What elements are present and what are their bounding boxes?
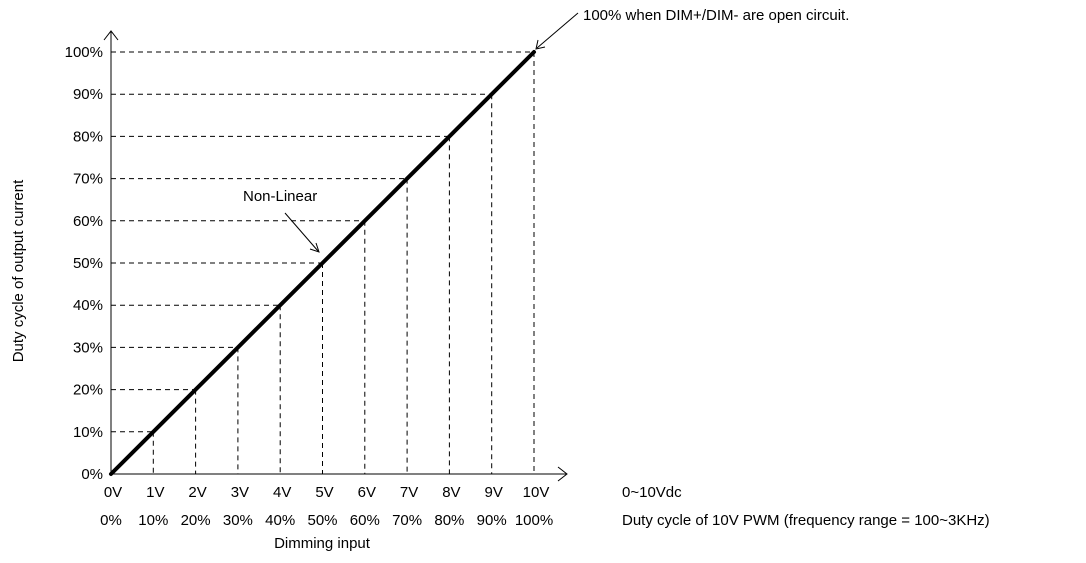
x-tick-label-pwm: 10% [138, 512, 168, 529]
x-tick-label-volts: 1V [146, 484, 164, 501]
x-axis-arrow [557, 466, 568, 482]
y-tick-label: 20% [73, 382, 103, 399]
x-tick-label-pwm: 70% [392, 512, 422, 529]
x-tick-label-volts: 7V [400, 484, 418, 501]
y-tick-label: 50% [73, 255, 103, 272]
y-tick-label: 0% [81, 466, 103, 483]
x-row-desc-volts: 0~10Vdc [622, 484, 682, 501]
x-tick-label-volts: 6V [358, 484, 376, 501]
x-tick-label-volts: 4V [273, 484, 291, 501]
y-tick-label: 90% [73, 86, 103, 103]
x-axis-title: Dimming input [274, 535, 371, 552]
curve-annotation-arrow [284, 212, 320, 253]
x-row-desc-pwm: Duty cycle of 10V PWM (frequency range =… [622, 512, 990, 529]
x-tick-label-pwm: 0% [100, 512, 122, 529]
y-axis-title: Duty cycle of output current [10, 179, 27, 362]
y-tick-label: 60% [73, 213, 103, 230]
y-tick-label: 10% [73, 424, 103, 441]
grid-lines [111, 51, 535, 474]
x-tick-label-pwm: 40% [265, 512, 295, 529]
series-line [109, 50, 536, 476]
x-tick-label-volts: 10V [523, 484, 550, 501]
y-tick-label: 80% [73, 128, 103, 145]
x-tick-label-pwm: 50% [307, 512, 337, 529]
y-axis-arrow [103, 30, 119, 41]
x-tick-label-pwm: 90% [477, 512, 507, 529]
axes [103, 30, 568, 482]
x-tick-labels-pwm: 0% 10% 20% 30% 40% 50% 60% 70% 80% 90% 100% [100, 512, 553, 529]
x-tick-label-pwm: 80% [434, 512, 464, 529]
y-tick-label: 70% [73, 171, 103, 188]
x-tick-label-volts: 0V [104, 484, 122, 501]
x-tick-label-volts: 8V [442, 484, 460, 501]
x-tick-label-pwm: 60% [350, 512, 380, 529]
y-tick-labels: 0% 10% 20% 30% 40% 50% 60% 70% 80% 90% 100% [65, 44, 103, 483]
x-tick-label-volts: 3V [231, 484, 249, 501]
x-tick-label-volts: 2V [188, 484, 206, 501]
y-tick-label: 40% [73, 297, 103, 314]
y-tick-label: 30% [73, 339, 103, 356]
y-tick-label: 100% [65, 44, 103, 61]
open-circuit-annotation: 100% when DIM+/DIM- are open circuit. [583, 7, 849, 24]
x-tick-label-pwm: 100% [515, 512, 553, 529]
open-circuit-arrow [535, 12, 579, 50]
x-tick-label-pwm: 20% [181, 512, 211, 529]
x-tick-label-pwm: 30% [223, 512, 253, 529]
x-tick-labels-volts: 0V 1V 2V 3V 4V 5V 6V 7V 8V 9V 10V [104, 484, 550, 501]
x-tick-label-volts: 5V [315, 484, 333, 501]
x-tick-label-volts: 9V [485, 484, 503, 501]
curve-annotation-label: Non-Linear [243, 188, 317, 205]
